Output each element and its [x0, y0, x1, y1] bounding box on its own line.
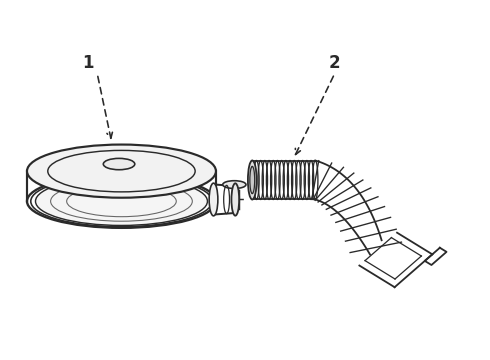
- Ellipse shape: [209, 183, 218, 216]
- Ellipse shape: [103, 158, 135, 170]
- Text: 2: 2: [329, 54, 341, 72]
- Text: 1: 1: [82, 54, 93, 72]
- Ellipse shape: [248, 161, 257, 199]
- Ellipse shape: [27, 145, 216, 198]
- Ellipse shape: [250, 166, 255, 194]
- Ellipse shape: [223, 181, 246, 189]
- Ellipse shape: [36, 177, 206, 225]
- Ellipse shape: [231, 183, 239, 216]
